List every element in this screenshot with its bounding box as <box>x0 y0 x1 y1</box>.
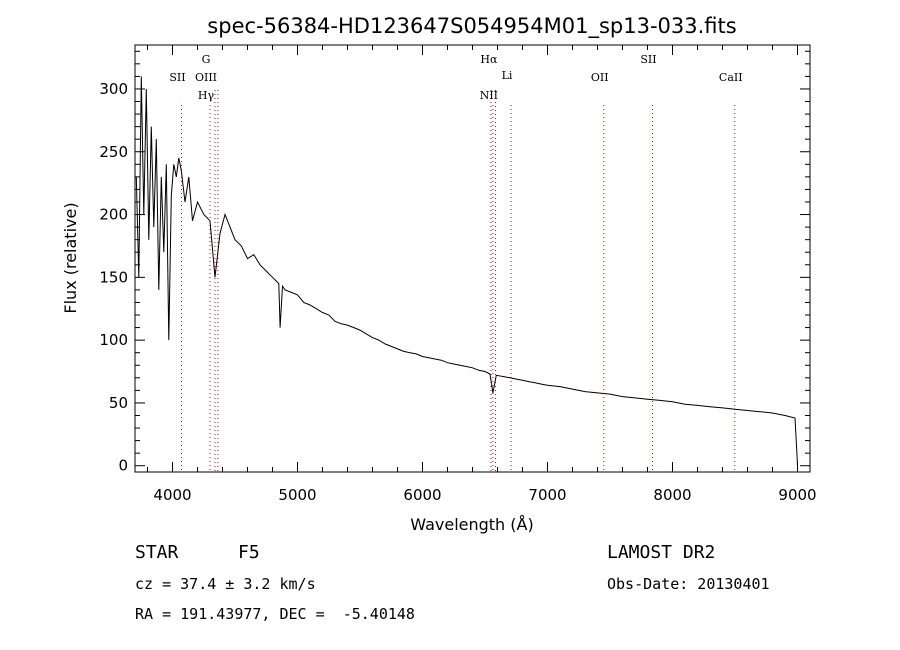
redshift-cz: cz = 37.4 ± 3.2 km/s <box>135 575 316 593</box>
object-class: STAR <box>135 542 179 563</box>
line-marker-label: SII <box>640 53 656 66</box>
line-marker-label: Hα <box>480 53 498 66</box>
y-tick-label: 300 <box>99 80 128 98</box>
y-tick-label: 150 <box>99 268 128 286</box>
x-axis-label: Wavelength (Å) <box>410 515 533 534</box>
axis-ticks: 4000 5000 6000 7000 8000 9000 0 50 100 150 200 250 3… <box>99 45 817 504</box>
y-tick-label: 200 <box>99 206 128 224</box>
line-markers: SII G OIII Hγ Hα NII Li OII SII CaII <box>169 53 743 472</box>
y-tick-label: 250 <box>99 143 128 161</box>
line-marker-label: NII <box>480 89 498 102</box>
x-tick-label: 6000 <box>403 486 441 504</box>
y-tick-label: 50 <box>109 394 128 412</box>
line-marker-label: CaII <box>719 71 743 84</box>
y-tick-label: 0 <box>118 457 128 475</box>
spectrum-line <box>135 76 798 466</box>
line-marker-label: SII <box>169 71 185 84</box>
x-tick-label: 5000 <box>278 486 316 504</box>
x-tick-label: 7000 <box>528 486 566 504</box>
line-marker-label: OIII <box>195 71 217 84</box>
survey-release: LAMOST DR2 <box>607 542 716 563</box>
line-marker-label: G <box>202 53 211 66</box>
x-tick-label: 9000 <box>778 486 816 504</box>
y-tick-label: 100 <box>99 331 128 349</box>
line-marker-label: OII <box>591 71 609 84</box>
x-tick-label: 8000 <box>653 486 691 504</box>
observation-date: Obs-Date: 20130401 <box>607 575 770 593</box>
line-marker-label: Li <box>502 69 513 82</box>
subclass: F5 <box>238 542 260 563</box>
chart-title: spec-56384-HD123647S054954M01_sp13-033.f… <box>207 14 736 39</box>
plot-frame <box>134 44 811 473</box>
line-marker-label: Hγ <box>198 89 215 102</box>
coordinates: RA = 191.43977, DEC = -5.40148 <box>135 605 415 623</box>
y-axis-label: Flux (relative) <box>61 202 80 313</box>
x-tick-label: 4000 <box>153 486 191 504</box>
